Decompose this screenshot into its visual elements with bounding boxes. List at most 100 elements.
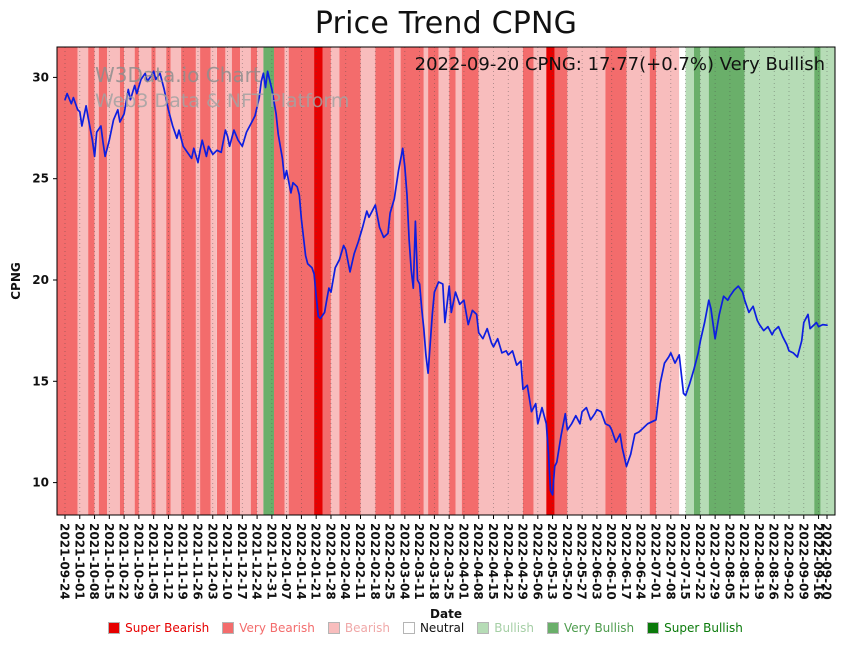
x-tick-label: 2022-06-03 xyxy=(589,523,603,600)
x-tick-label: 2022-01-14 xyxy=(294,523,308,600)
legend-label: Bullish xyxy=(494,621,534,635)
legend-label: Very Bullish xyxy=(563,621,635,635)
sentiment-band-very_bearish xyxy=(250,47,258,515)
x-tick-label: 2022-04-15 xyxy=(486,523,500,600)
x-tick-label: 2021-11-19 xyxy=(176,523,190,600)
x-tick-label: 2022-08-19 xyxy=(752,523,766,600)
price-chart: 2021-09-24 2021-10-01 2021-10-08 2021-10-15… xyxy=(32,46,836,600)
legend-item-bearish: Bearish xyxy=(327,621,390,635)
sentiment-band-very_bearish xyxy=(554,47,568,515)
legend-item-bullish: Bullish xyxy=(477,621,534,635)
x-tick-label: 2021-12-03 xyxy=(205,523,219,600)
x-tick-label: 2022-02-25 xyxy=(383,523,397,600)
x-tick-label: 2022-03-25 xyxy=(442,523,456,600)
y-axis-label: CPNG xyxy=(9,262,23,300)
sentiment-band-bearish xyxy=(155,47,167,515)
sentiment-band-very_bearish xyxy=(166,47,171,515)
x-tick-label: 2022-04-08 xyxy=(471,523,485,600)
sentiment-band-bearish xyxy=(225,47,232,515)
sentiment-band-super_bearish xyxy=(546,47,555,515)
x-tick-label: 2021-10-15 xyxy=(102,523,116,600)
sentiment-band-very_bearish xyxy=(428,47,439,515)
sentiment-band-bearish xyxy=(195,47,201,515)
x-tick-label: 2022-05-20 xyxy=(560,523,574,600)
x-tick-label: 2022-04-22 xyxy=(501,523,515,600)
sentiment-band-very_bearish xyxy=(119,47,125,515)
x-tick-label: 2022-07-08 xyxy=(663,523,677,600)
sentiment-band-bearish xyxy=(331,47,340,515)
x-tick-label: 2022-09-16 xyxy=(811,523,825,600)
sentiment-band-bearish xyxy=(170,47,182,515)
sentiment-band-very_bullish xyxy=(694,47,701,515)
sentiment-band-bearish xyxy=(567,47,606,515)
sentiment-band-bearish xyxy=(138,47,152,515)
sentiment-band-very_bearish xyxy=(88,47,95,515)
x-axis-label: Date xyxy=(430,607,462,621)
x-tick-label: 2022-01-28 xyxy=(324,523,338,600)
legend-item-super-bullish: Super Bullish xyxy=(647,621,743,635)
legend-label: Very Bearish xyxy=(239,621,315,635)
sentiment-band-super_bearish xyxy=(314,47,323,515)
sentiment-band-very_bearish xyxy=(274,47,285,515)
plot-border xyxy=(56,46,836,516)
sentiment-band-very_bullish xyxy=(263,47,274,515)
sentiment-band-very_bearish xyxy=(605,47,627,515)
legend-label: Super Bearish xyxy=(125,621,210,635)
price-annotation: 2022-09-20 CPNG: 17.77(+0.7%) Very Bulli… xyxy=(414,54,825,75)
sentiment-band-bullish xyxy=(685,47,694,515)
x-tick-label: 2022-03-18 xyxy=(427,523,441,600)
sentiment-band-bearish xyxy=(360,47,376,515)
sentiment-band-bearish xyxy=(394,47,401,515)
legend-item-very-bearish: Very Bearish xyxy=(222,621,315,635)
x-tick-label: 2022-07-15 xyxy=(678,523,692,600)
sentiment-band-bearish xyxy=(284,47,289,515)
x-tick-label: 2022-08-26 xyxy=(767,523,781,600)
x-tick-label: 2021-12-24 xyxy=(250,523,264,600)
legend-label: Bearish xyxy=(344,621,390,635)
sentiment-band-very_bearish xyxy=(322,47,331,515)
sentiment-band-bullish xyxy=(820,47,835,515)
legend-item-neutral: Neutral xyxy=(402,621,464,635)
sentiment-band-very_bearish xyxy=(339,47,361,515)
legend-swatch xyxy=(477,622,490,634)
sentiment-band-bearish xyxy=(210,47,217,515)
sentiment-band-bearish xyxy=(94,47,99,515)
x-tick-label: 2021-11-26 xyxy=(191,523,205,600)
legend-swatch xyxy=(327,622,340,634)
sentiment-band-very_bearish xyxy=(649,47,656,515)
x-tick-label: 2022-07-29 xyxy=(708,523,722,600)
sentiment-band-bearish xyxy=(124,47,135,515)
x-tick-label: 2022-08-12 xyxy=(737,523,751,600)
y-tick-label: 20 xyxy=(32,273,49,287)
sentiment-band-bearish xyxy=(257,47,264,515)
sentiment-band-very_bearish xyxy=(98,47,108,515)
x-tick-label: 2022-01-07 xyxy=(279,523,293,600)
sentiment-band-very_bearish xyxy=(217,47,226,515)
x-tick-label: 2022-07-22 xyxy=(693,523,707,600)
x-tick-label: 2022-06-10 xyxy=(604,523,618,600)
sentiment-band-neutral xyxy=(679,47,686,515)
sentiment-band-very_bullish xyxy=(708,47,745,515)
x-tick-label: 2021-11-12 xyxy=(161,523,175,600)
sentiment-band-very_bearish xyxy=(375,47,395,515)
y-tick-label: 30 xyxy=(32,70,49,84)
sentiment-band-very_bearish xyxy=(134,47,139,515)
legend-swatch xyxy=(402,622,415,634)
x-tick-label: 2021-12-17 xyxy=(235,523,249,600)
sentiment-band-bullish xyxy=(700,47,709,515)
x-tick-label: 2022-02-11 xyxy=(353,523,367,600)
x-tick-label: 2021-10-29 xyxy=(131,523,145,600)
y-tick-label: 25 xyxy=(32,172,49,186)
sentiment-band-bearish xyxy=(438,47,450,515)
chart-title: Price Trend CPNG xyxy=(314,6,578,41)
sentiment-band-very_bearish xyxy=(523,47,534,515)
x-tick-label: 2022-02-18 xyxy=(368,523,382,600)
sentiment-band-bearish xyxy=(107,47,120,515)
sentiment-band-very_bullish xyxy=(814,47,821,515)
x-tick-label: 2022-07-01 xyxy=(649,523,663,600)
x-tick-label: 2022-09-09 xyxy=(796,523,810,600)
sentiment-band-bearish xyxy=(533,47,547,515)
legend-swatch xyxy=(222,622,235,634)
sentiment-band-bearish xyxy=(455,47,462,515)
